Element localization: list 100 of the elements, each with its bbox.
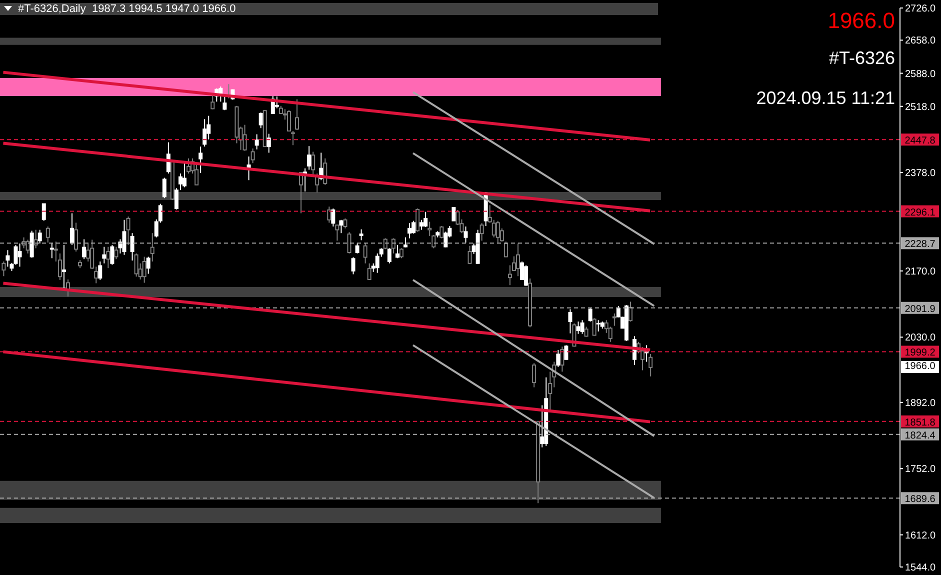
candlestick [412,220,416,234]
candlestick [198,146,203,174]
candlestick [186,158,191,174]
candlestick [440,226,444,239]
candlestick [416,208,420,232]
y-tick-label: 1612.0 [905,530,936,542]
y-tick-label: 1752.0 [905,464,936,476]
candlestick [403,236,408,248]
candlestick [331,208,336,227]
candlestick [564,344,568,360]
candlestick [70,212,74,246]
candlestick [468,245,472,264]
candlestick [568,308,572,334]
candlestick [315,173,320,193]
candlestick [34,229,38,249]
candlestick [210,94,215,110]
candlestick [50,243,54,259]
candlestick [110,244,114,266]
candlestick [480,222,484,242]
candlestick [464,226,468,244]
candlestick [98,260,102,280]
y-tick-label: 1892.0 [905,398,936,409]
candlestick [122,219,126,256]
ref-line-label: 1851.8 [904,417,936,428]
y-tick-label: 2588.0 [905,68,936,80]
candlestick [596,320,600,332]
y-tick-label: 2170.0 [905,266,936,278]
candlestick [339,219,344,234]
candlestick [250,148,255,164]
candlestick [343,218,348,229]
candlestick [588,308,592,322]
candlestick [254,134,259,150]
candlestick [130,232,134,262]
ref-line-label: 1689.6 [904,494,936,506]
y-tick-label: 2726.0 [905,4,936,15]
candlestick [295,98,300,131]
y-tick-label: 1544.0 [905,562,936,574]
candlestick [628,301,632,322]
candlestick [363,243,368,264]
candlestick [395,244,400,259]
candlestick [126,216,130,246]
candlestick [142,256,146,284]
y-tick-label: 2030.0 [905,332,936,344]
candlestick [576,321,580,334]
candlestick [367,262,372,280]
candlestick [114,246,118,260]
candlestick [496,220,500,244]
candlestick [74,222,78,252]
candlestick [62,244,66,289]
candlestick [516,243,520,277]
candlestick [556,349,560,368]
candlestick [18,243,22,268]
candlestick [150,232,154,262]
candlestick [420,219,424,230]
chart-title: #T-6326,Daily 1987.3 1994.5 1947.0 1966.0 [18,3,236,15]
candlestick [182,161,187,188]
candlestick [560,346,564,372]
candlestick [580,320,584,334]
candlestick [508,264,512,286]
candlestick [307,146,312,170]
candlestick [387,248,392,264]
candlestick [38,229,42,244]
candlestick [399,248,404,259]
candlestick [26,239,30,254]
candlestick [408,222,412,239]
candlestick [102,246,106,264]
candlestick [532,362,536,388]
candlestick [42,203,46,222]
candlestick [504,241,508,258]
ref-line-label: 2296.1 [904,207,936,218]
candlestick [648,353,653,377]
candlestick [266,133,271,154]
annotation: 2024.09.15 11:21 [756,88,895,109]
y-tick-label: 2378.0 [905,168,936,180]
candlestick [194,162,199,186]
candlestick [351,256,356,275]
annotation: #T-6326 [828,48,895,69]
ref-line-label: 2228.7 [904,239,936,250]
candlestick [383,238,388,250]
candlestick [146,256,150,274]
y-tick-label: 2518.0 [905,102,936,113]
candlestick [612,313,616,326]
candlestick [82,238,86,260]
ref-line-label: 1824.4 [904,430,936,442]
candlestick [106,246,110,269]
candlestick [311,151,316,176]
candlestick [355,243,360,254]
annotation: 1966.0 [828,8,895,34]
candlestick [162,177,166,199]
candlestick [347,232,352,254]
candlestick [592,318,596,336]
ref-line-label: 1999.2 [904,348,936,359]
candlestick [452,207,456,222]
ref-line-label: 2447.8 [904,136,936,147]
annotation: 1966.0 [901,361,939,374]
candlestick [359,228,364,241]
candlestick [6,250,10,268]
candlestick [327,206,332,224]
candlestick [524,264,528,287]
candlestick [218,86,223,102]
